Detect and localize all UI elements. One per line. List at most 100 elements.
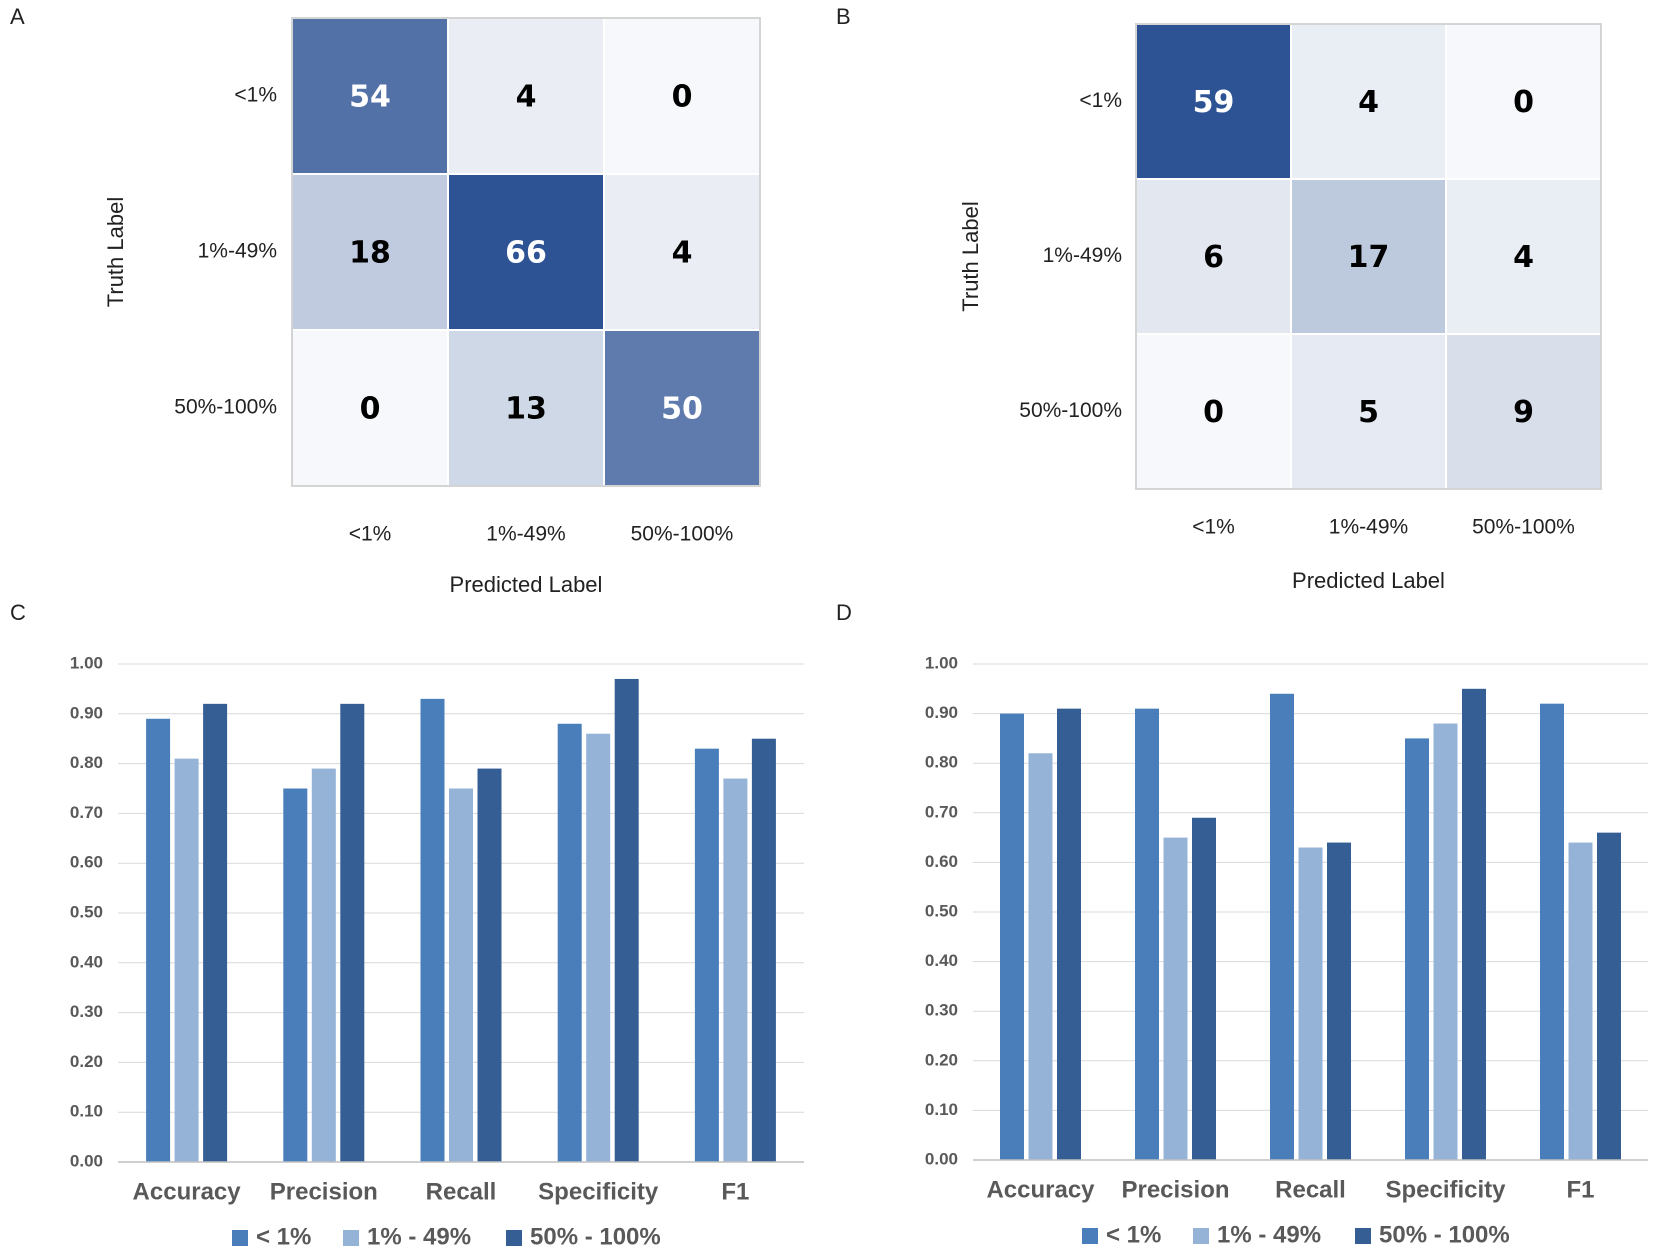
y-tick-label: 1%-49% xyxy=(198,240,277,263)
bar xyxy=(146,718,171,1162)
cell-value: 9 xyxy=(1513,395,1534,430)
cell-value: 59 xyxy=(1193,85,1235,120)
matrix-cell xyxy=(603,173,761,331)
x-tick-label: Accuracy xyxy=(133,1178,242,1205)
cell-value: 0 xyxy=(1513,85,1534,120)
matrix-cell xyxy=(291,329,449,487)
bar xyxy=(1270,693,1294,1160)
bar xyxy=(420,698,445,1162)
bar xyxy=(311,768,336,1162)
matrix-cell xyxy=(1135,178,1292,335)
bar xyxy=(203,703,228,1162)
y-tick-label: 0.90 xyxy=(70,703,103,722)
matrix-cell xyxy=(291,17,449,175)
cell-value: 17 xyxy=(1348,240,1390,275)
panel-label: A xyxy=(10,4,25,29)
cell-value: 4 xyxy=(672,236,693,271)
confusion-matrix-a: A 54 4 0 18 66 4 0 13 50 <1% 1%-49% 50%-100% <1% 1%-49… xyxy=(10,4,761,597)
y-axis-label: Truth Label xyxy=(103,197,128,307)
x-axis-label: Predicted Label xyxy=(1292,568,1445,593)
x-tick-label: Specificity xyxy=(1385,1176,1506,1203)
legend-swatch xyxy=(1193,1228,1209,1244)
x-tick-label: F1 xyxy=(1566,1176,1594,1203)
y-tick-label: 0.90 xyxy=(925,703,958,722)
cell-value: 54 xyxy=(349,80,391,115)
x-tick-label: F1 xyxy=(721,1178,749,1205)
matrix-border xyxy=(291,17,761,487)
x-tick-label: 1%-49% xyxy=(1329,516,1408,539)
bar xyxy=(586,733,611,1162)
x-tick-label: <1% xyxy=(349,523,392,546)
cell-value: 66 xyxy=(505,236,547,271)
bar xyxy=(1028,753,1053,1160)
cell-value: 4 xyxy=(1358,85,1379,120)
bar xyxy=(477,768,502,1162)
matrix-cell xyxy=(1135,333,1292,490)
matrix-cell xyxy=(1445,178,1602,335)
bar xyxy=(1327,842,1351,1160)
x-tick-label: Recall xyxy=(1275,1176,1346,1203)
bar xyxy=(1462,688,1486,1160)
x-tick-label: Precision xyxy=(1121,1176,1229,1203)
bar-chart-c: C 0.00 0.10 0.20 0.30 0.40 0.50 0.60 0.70 0.80 0.9… xyxy=(10,600,804,1250)
matrix-cell xyxy=(447,173,605,331)
legend-label: < 1% xyxy=(256,1223,311,1250)
x-axis-label: Predicted Label xyxy=(450,572,603,597)
bar xyxy=(1057,708,1081,1160)
bar-chart-d: D 0.00 0.10 0.20 0.30 0.40 0.50 0.60 0.70 0.80 0.9… xyxy=(836,600,1648,1248)
legend-swatch xyxy=(343,1230,359,1246)
y-tick-label: 1.00 xyxy=(70,653,103,672)
bar xyxy=(557,723,582,1162)
y-tick-label: 0.30 xyxy=(925,1001,958,1020)
matrix-cell xyxy=(603,329,761,487)
bar xyxy=(1192,817,1216,1160)
bar xyxy=(614,678,639,1162)
y-tick-label: 0.60 xyxy=(925,852,958,871)
panel-label: B xyxy=(836,4,851,29)
y-tick-label: 1%-49% xyxy=(1043,244,1122,267)
cell-value: 0 xyxy=(1203,395,1224,430)
cell-value: 0 xyxy=(672,80,693,115)
y-tick-label: 0.80 xyxy=(70,753,103,772)
cell-value: 4 xyxy=(1513,240,1534,275)
matrix-cell xyxy=(447,329,605,487)
y-tick-label: 0.70 xyxy=(925,802,958,821)
x-tick-label: 50%-100% xyxy=(631,523,734,546)
legend-label: 50% - 100% xyxy=(530,1223,661,1250)
bar xyxy=(449,788,473,1162)
bar xyxy=(1000,713,1024,1160)
bar xyxy=(340,703,365,1162)
cell-value: 4 xyxy=(516,80,537,115)
y-tick-label: 0.10 xyxy=(925,1100,958,1119)
y-tick-label: 50%-100% xyxy=(174,396,277,419)
legend-label: 1% - 49% xyxy=(367,1223,471,1250)
y-tick-label: 0.30 xyxy=(70,1002,103,1021)
y-tick-label: 0.10 xyxy=(70,1102,103,1121)
bar xyxy=(283,788,308,1162)
panel-label: C xyxy=(10,600,26,625)
y-tick-label: 0.20 xyxy=(925,1050,958,1069)
bar xyxy=(1135,708,1159,1160)
matrix-cell xyxy=(1445,23,1602,180)
y-tick-label: 0.00 xyxy=(70,1151,103,1170)
bar xyxy=(1163,837,1188,1160)
legend-label: 50% - 100% xyxy=(1379,1221,1510,1248)
y-tick-label: 0.40 xyxy=(70,952,103,971)
x-tick-label: Accuracy xyxy=(986,1176,1095,1203)
bar xyxy=(1540,703,1564,1160)
cell-value: 6 xyxy=(1203,240,1224,275)
bar xyxy=(694,748,719,1162)
confusion-matrix-b: B59 4 06 17 40 5 9<1%1%-49%50%-100%<1% 1%-49% 50… xyxy=(836,4,1602,593)
y-tick-label: 0.50 xyxy=(70,902,103,921)
y-tick-label: 0.20 xyxy=(70,1052,103,1071)
matrix-cell xyxy=(1290,178,1447,335)
cell-value: 18 xyxy=(349,236,391,271)
y-tick-label: 0.70 xyxy=(70,803,103,822)
y-tick-label: 0.60 xyxy=(70,853,103,872)
matrix-border xyxy=(1135,23,1602,490)
legend-swatch xyxy=(1082,1228,1098,1244)
x-tick-label: Precision xyxy=(270,1178,378,1205)
y-axis-label: Truth Label xyxy=(958,201,983,311)
legend-swatch xyxy=(506,1230,522,1246)
